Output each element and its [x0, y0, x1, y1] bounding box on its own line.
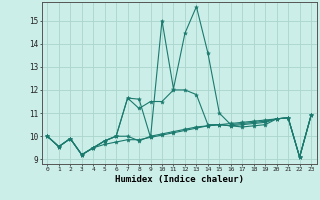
- X-axis label: Humidex (Indice chaleur): Humidex (Indice chaleur): [115, 175, 244, 184]
